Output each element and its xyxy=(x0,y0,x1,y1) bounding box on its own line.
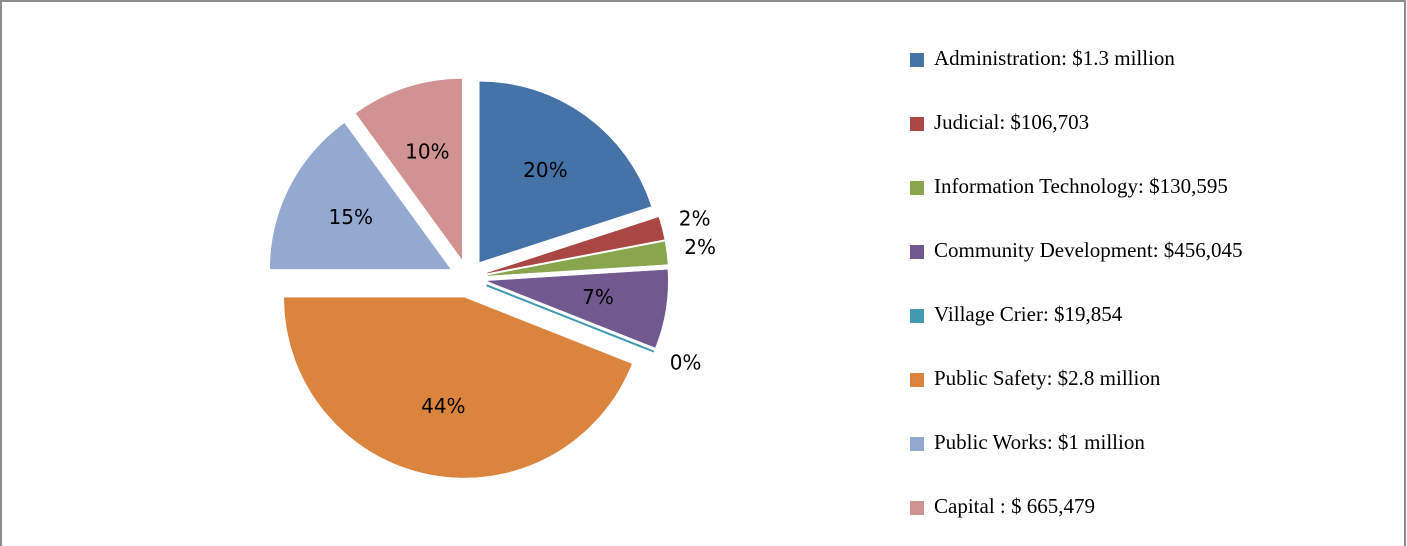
pie-slice xyxy=(487,217,665,274)
data-label: 15% xyxy=(329,205,373,229)
pie-slice xyxy=(284,297,632,478)
pie-slice xyxy=(479,81,652,263)
pie-slice xyxy=(269,122,451,270)
legend-label: Community Development: $456,045 xyxy=(934,238,1243,262)
data-label: 10% xyxy=(405,139,449,163)
pie: 20% 2% 2% 7% 0% 44% 15% 10% xyxy=(269,78,716,478)
legend-label: Judicial: $106,703 xyxy=(934,110,1089,134)
pie-slice xyxy=(486,284,655,353)
legend-swatch xyxy=(910,245,924,259)
legend-label: Capital : $ 665,479 xyxy=(934,494,1095,518)
pie-slice xyxy=(487,269,668,348)
legend: Administration: $1.3 million Judicial: $1… xyxy=(910,46,1243,518)
legend-swatch xyxy=(910,373,924,387)
legend-label: Public Works: $1 million xyxy=(934,430,1145,454)
data-label: 2% xyxy=(684,235,716,259)
legend-swatch xyxy=(910,53,924,67)
data-label: 44% xyxy=(421,394,465,418)
data-label: 2% xyxy=(679,206,711,230)
legend-swatch xyxy=(910,309,924,323)
legend-swatch xyxy=(910,501,924,515)
data-label: 20% xyxy=(523,158,567,182)
pie-slice xyxy=(487,241,668,276)
legend-label: Public Safety: $2.8 million xyxy=(934,366,1161,390)
legend-swatch xyxy=(910,117,924,131)
data-label: 7% xyxy=(582,285,614,309)
legend-label: Village Crier: $19,854 xyxy=(934,302,1123,326)
pie-slice xyxy=(355,78,463,260)
legend-swatch xyxy=(910,437,924,451)
legend-label: Administration: $1.3 million xyxy=(934,46,1175,70)
legend-label: Information Technology: $130,595 xyxy=(934,174,1228,198)
data-label: 0% xyxy=(670,351,702,375)
legend-swatch xyxy=(910,181,924,195)
